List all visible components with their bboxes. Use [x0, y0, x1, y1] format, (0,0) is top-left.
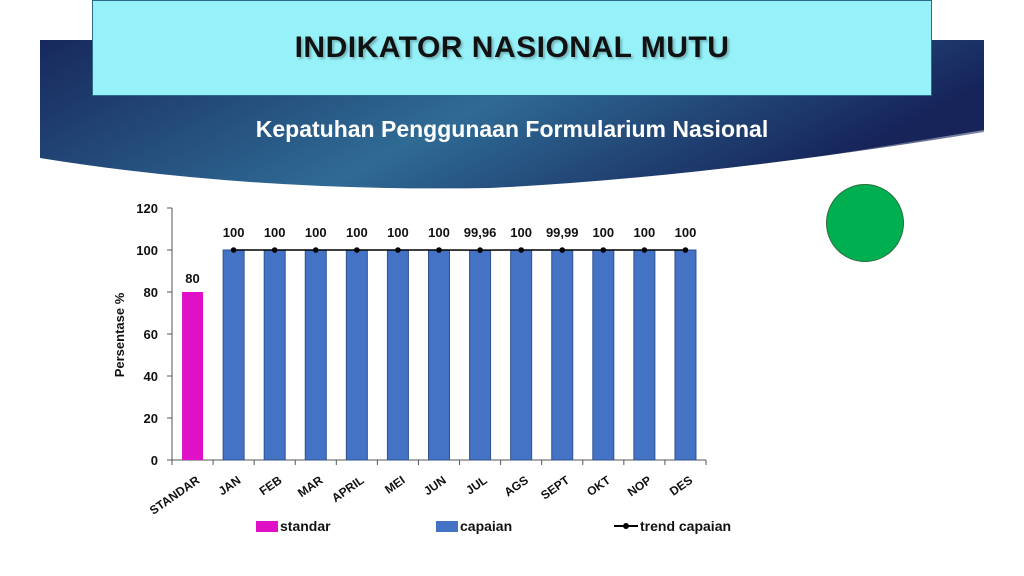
chart-subtitle: Kepatuhan Penggunaan Formularium Nasiona… — [255, 116, 769, 142]
trend-point — [312, 247, 319, 253]
trend-point — [682, 247, 689, 253]
x-category-label: MEI — [382, 473, 408, 497]
legend-swatch-standar — [256, 520, 278, 532]
legend-label: trend capaian — [640, 518, 732, 534]
trend-point — [271, 247, 278, 253]
x-category-label: STANDAR — [147, 473, 203, 518]
data-label: 99,96 — [464, 225, 497, 240]
x-category-label: SEPT — [538, 473, 572, 503]
bar-capaian — [263, 249, 286, 461]
legend-item-standar: standar — [256, 518, 331, 534]
x-category-label: NOP — [625, 473, 654, 499]
bar-capaian — [469, 249, 492, 461]
bar-capaian — [345, 249, 368, 461]
bar-capaian — [386, 249, 409, 461]
y-tick-label: 120 — [136, 201, 158, 216]
data-label: 100 — [346, 225, 368, 240]
page-title: INDIKATOR NASIONAL MUTU — [294, 31, 730, 64]
x-category-label: DES — [667, 473, 695, 499]
trend-point — [559, 247, 566, 253]
y-tick-label: 100 — [136, 243, 158, 258]
x-category-label: JUN — [421, 473, 449, 498]
trend-point — [230, 247, 237, 253]
title-box: INDIKATOR NASIONAL MUTU — [92, 0, 932, 96]
y-tick-label: 80 — [144, 285, 158, 300]
x-category-label: JAN — [216, 473, 244, 498]
y-tick-label: 20 — [144, 411, 158, 426]
data-label: 100 — [387, 225, 409, 240]
data-label: 100 — [223, 225, 245, 240]
trend-point — [518, 247, 524, 253]
trend-point — [600, 247, 607, 253]
x-category-label: OKT — [584, 473, 613, 499]
bar-capaian — [428, 249, 450, 461]
legend-item-trend: trend capaian — [614, 518, 731, 534]
bar-capaian — [510, 249, 533, 461]
data-label: 100 — [264, 225, 286, 240]
x-category-label: JUL — [463, 473, 490, 497]
bar-standar — [182, 292, 204, 460]
chart-legend: standar capaian trend capaian — [0, 518, 1024, 542]
y-tick-label: 60 — [144, 327, 158, 342]
legend-label: standar — [280, 518, 331, 534]
bar-capaian — [674, 249, 697, 461]
trend-point — [436, 247, 442, 253]
data-label: 99,99 — [546, 225, 579, 240]
x-category-label: APRIL — [329, 473, 367, 505]
data-label: 100 — [428, 225, 450, 240]
trend-point — [395, 247, 401, 253]
y-tick-label: 0 — [151, 453, 158, 468]
legend-line-marker-icon — [614, 523, 638, 529]
bar-capaian — [592, 249, 615, 461]
trend-point — [641, 247, 648, 253]
data-label: 80 — [185, 271, 199, 286]
bar-capaian — [633, 249, 656, 461]
x-category-label: AGS — [502, 473, 531, 499]
y-axis-title: Persentase % — [112, 292, 127, 377]
status-indicator — [826, 184, 904, 262]
y-tick-label: 40 — [144, 369, 158, 384]
data-label: 100 — [510, 225, 532, 240]
data-label: 100 — [675, 225, 697, 240]
data-label: 100 — [634, 225, 656, 240]
bar-capaian — [222, 249, 245, 461]
trend-point — [477, 247, 483, 253]
bar-capaian — [304, 249, 327, 461]
legend-swatch-capaian — [436, 520, 458, 532]
data-label: 100 — [305, 225, 327, 240]
trend-point — [354, 247, 360, 253]
x-category-label: MAR — [295, 473, 326, 500]
x-category-label: FEB — [257, 473, 285, 498]
bar-capaian — [551, 249, 574, 461]
legend-label: capaian — [460, 518, 513, 534]
data-label: 100 — [592, 225, 614, 240]
legend-item-capaian: capaian — [436, 518, 512, 534]
